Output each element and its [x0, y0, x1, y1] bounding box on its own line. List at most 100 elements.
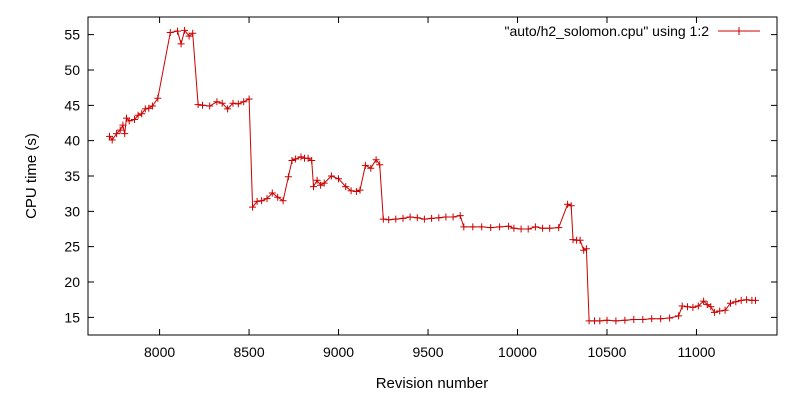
- data-point: [274, 193, 282, 201]
- data-point: [134, 111, 142, 119]
- data-point: [703, 301, 711, 309]
- data-point: [678, 302, 686, 310]
- data-point: [428, 214, 436, 222]
- x-tick-label: 9000: [323, 344, 354, 360]
- x-axis-label: Revision number: [376, 375, 489, 392]
- data-point: [356, 186, 364, 194]
- data-point: [675, 312, 683, 320]
- data-point: [385, 216, 393, 224]
- data-point: [555, 224, 563, 232]
- data-point: [576, 236, 584, 244]
- data-point: [420, 215, 428, 223]
- data-point: [639, 316, 647, 323]
- data-point: [603, 316, 611, 324]
- y-tick-label: 50: [64, 62, 80, 78]
- y-tick-label: 25: [64, 239, 80, 255]
- data-point: [177, 40, 185, 48]
- data-point: [218, 99, 226, 107]
- data-point: [737, 296, 745, 304]
- data-point: [131, 116, 138, 123]
- legend: "auto/h2_solomon.cpu" using 1:2: [504, 23, 760, 39]
- data-point: [258, 197, 266, 205]
- data-point: [317, 181, 325, 189]
- data-point: [689, 303, 697, 311]
- data-point: [174, 27, 181, 35]
- data-point: [449, 213, 457, 221]
- data-point: [342, 183, 350, 191]
- data-point: [304, 154, 312, 162]
- data-point: [582, 245, 590, 253]
- data-point: [234, 100, 242, 108]
- data-point: [727, 299, 734, 307]
- data-point: [119, 121, 127, 129]
- x-tick-label: 8500: [233, 344, 264, 360]
- data-point: [505, 222, 513, 230]
- data-point: [116, 126, 124, 134]
- data-point: [352, 188, 360, 195]
- data-point: [567, 202, 575, 210]
- data-point: [456, 212, 464, 220]
- data-point: [185, 32, 193, 40]
- data-point: [531, 223, 539, 231]
- data-point: [199, 101, 206, 109]
- data-point: [347, 187, 355, 195]
- data-point: [517, 225, 525, 233]
- data-point: [279, 197, 287, 205]
- data-point: [399, 214, 407, 222]
- data-point: [189, 29, 197, 37]
- data-point: [721, 306, 729, 314]
- data-point: [621, 316, 629, 324]
- x-tick-label: 8000: [144, 344, 175, 360]
- y-axis-label: CPU time (s): [23, 133, 40, 219]
- data-point: [569, 236, 577, 244]
- data-point: [657, 315, 665, 323]
- data-point: [327, 172, 335, 180]
- data-point: [113, 130, 121, 138]
- data-point: [361, 161, 369, 169]
- series-layer: [106, 26, 759, 325]
- data-point: [224, 105, 232, 113]
- data-point: [460, 223, 468, 231]
- data-point: [145, 104, 153, 112]
- data-point: [320, 179, 328, 187]
- data-point: [612, 317, 620, 325]
- data-point: [413, 214, 421, 222]
- data-point: [406, 213, 414, 221]
- data-point: [181, 26, 189, 34]
- y-tick-label: 45: [64, 97, 80, 113]
- data-point: [694, 302, 702, 310]
- x-tick-label: 10000: [498, 344, 537, 360]
- y-tick-label: 15: [64, 309, 80, 325]
- data-point: [376, 161, 384, 169]
- data-point: [288, 157, 296, 164]
- data-point: [245, 95, 253, 103]
- data-point: [206, 102, 214, 110]
- data-point: [478, 223, 486, 231]
- data-point: [240, 98, 248, 106]
- tick-labels: 15 20 25 30 35 40 45 50 55 8000 8500 9000 9500 10000 1…: [64, 27, 715, 360]
- data-point: [707, 303, 715, 311]
- data-point: [684, 303, 691, 311]
- data-point: [148, 102, 156, 110]
- data-point: [539, 224, 547, 232]
- data-point: [108, 136, 116, 144]
- data-point: [335, 175, 342, 183]
- y-tick-label: 30: [64, 203, 80, 219]
- data-point: [372, 156, 380, 164]
- data-point: [524, 225, 532, 233]
- data-point: [367, 164, 375, 172]
- data-point: [716, 307, 724, 315]
- data-point: [310, 183, 317, 191]
- data-point: [194, 101, 202, 109]
- axis-ticks: [88, 17, 777, 335]
- y-tick-label: 35: [64, 168, 80, 184]
- data-point: [268, 189, 276, 197]
- data-point: [297, 153, 305, 161]
- data-point: [141, 105, 149, 113]
- data-point: [284, 173, 292, 181]
- data-point: [154, 94, 162, 102]
- data-point: [564, 200, 572, 208]
- data-point: [435, 214, 443, 222]
